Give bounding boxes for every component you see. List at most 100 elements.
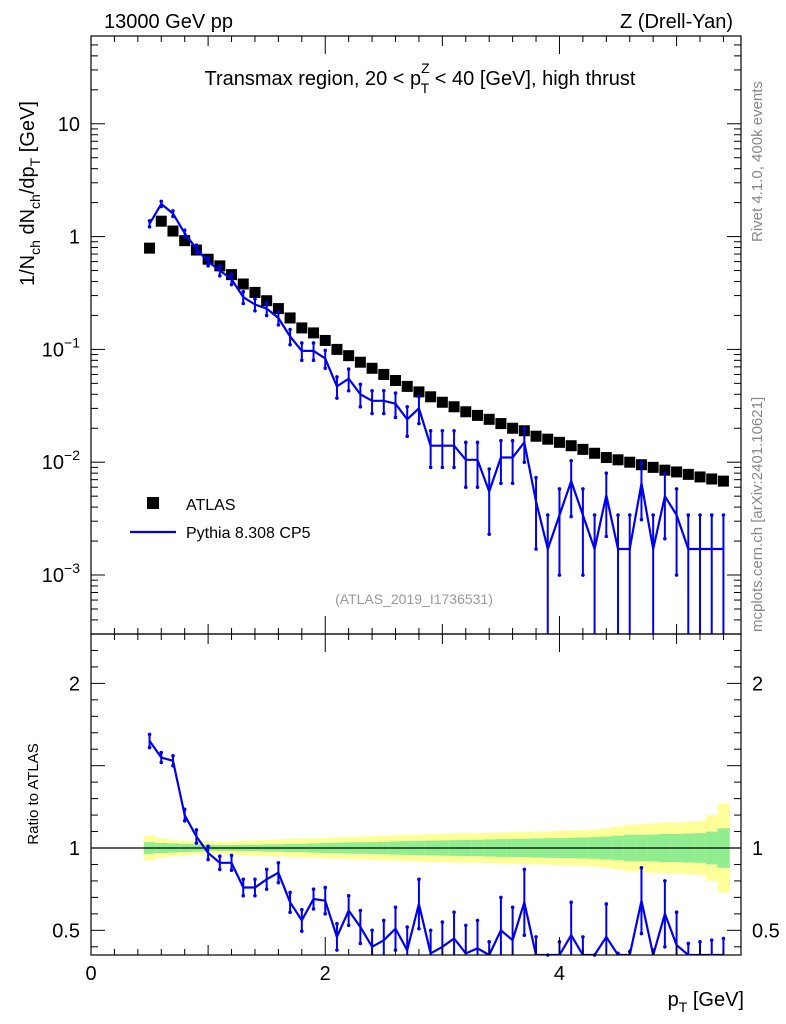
ratio-panel: 0.5 0.5 1 1 2 2 0 2 4 Ratio to ATLAS pT [GeV] xyxy=(25,633,780,1015)
legend-pythia-label: Pythia 8.308 CP5 xyxy=(186,525,311,542)
ratio-y-tick-label: 1 xyxy=(69,838,80,860)
pythia-errorbar-cap xyxy=(253,297,257,301)
atlas-point xyxy=(413,386,425,398)
y-axis-label: 1/Nch dNch/dpT [GeV] xyxy=(17,101,43,286)
pythia-errorbar-cap xyxy=(440,428,445,433)
pythia-errorbar-cap xyxy=(709,513,714,517)
pythia-errorbar-cap xyxy=(229,272,234,276)
pythia-errorbar-cap xyxy=(381,388,386,393)
pythia-errorbar-cap xyxy=(510,438,515,443)
ratio-errorbar-cap xyxy=(218,867,222,872)
pythia-errorbar-cap xyxy=(147,219,152,223)
atlas-point xyxy=(565,440,577,452)
ratio-errorbar-cap xyxy=(206,844,210,849)
ratio-frame xyxy=(90,633,742,956)
pythia-errorbar-cap xyxy=(581,487,585,491)
atlas-point xyxy=(495,418,507,430)
pythia-errorbar-cap xyxy=(417,421,421,426)
pythia-errorbar-cap xyxy=(639,460,644,465)
atlas-point xyxy=(401,380,413,392)
ratio-errorbar-cap xyxy=(264,867,269,872)
ratio-errorbar-cap xyxy=(276,861,281,865)
pythia-errorbar-cap xyxy=(592,513,597,517)
ratio-errorbar-cap xyxy=(604,902,609,906)
ratio-errorbar-cap xyxy=(335,948,339,952)
ratio-errorbar-cap xyxy=(253,893,257,898)
pythia-errorbar-cap xyxy=(206,264,210,268)
energy-label: 13000 GeV pp xyxy=(104,11,233,33)
y-tick-base: 10 xyxy=(42,565,64,587)
ratio-errorbar-cap xyxy=(639,865,644,870)
process-label: Z (Drell-Yan) xyxy=(620,11,733,33)
ratio-errorbar-cap xyxy=(463,923,468,928)
ylabel-c-sub: T xyxy=(27,157,43,166)
pythia-errorbar-cap xyxy=(346,367,351,371)
ratio-errorbar-cap xyxy=(300,929,304,933)
ratio-errorbar-cap xyxy=(311,907,316,911)
pythia-errorbar-cap xyxy=(452,428,456,433)
pythia-errorbar-cap xyxy=(323,348,328,353)
ratio-errorbar-cap xyxy=(346,923,351,928)
atlas-point xyxy=(530,430,542,442)
pythia-errorbar-cap xyxy=(651,513,655,517)
pythia-errorbar-cap xyxy=(499,481,503,486)
pythia-errorbar-cap xyxy=(569,514,573,519)
ratio-errorbar-cap xyxy=(171,763,175,768)
pythia-errorbar-cap xyxy=(428,465,433,470)
pythia-errorbar-cap xyxy=(182,234,187,239)
xlabel-main: p xyxy=(668,989,679,1011)
main-frame xyxy=(90,35,742,635)
ratio-series xyxy=(147,732,726,957)
pythia-errorbar-cap xyxy=(229,282,234,287)
atlas-point xyxy=(144,242,156,254)
pythia-errorbar-cap xyxy=(534,475,538,480)
atlas-point xyxy=(483,413,495,425)
pythia-errorbar-cap xyxy=(405,404,410,409)
chart-title: Transmax region, 20 < pZ T < 40 [GeV], hi… xyxy=(205,60,636,96)
analysis-annotation: (ATLAS_2019_I1736531) xyxy=(335,591,493,607)
pythia-errorbar-cap xyxy=(300,341,304,345)
y-tick-base: 10 xyxy=(42,339,64,361)
ratio-errorbar-cap xyxy=(147,732,152,737)
ratio-errorbar-cap xyxy=(206,857,210,862)
pythia-errorbar-cap xyxy=(159,204,164,209)
y-tick-base: 1 xyxy=(69,227,80,249)
pythia-errorbar-cap xyxy=(428,428,433,433)
pythia-errorbar-cap xyxy=(159,199,164,204)
pythia-errorbar-cap xyxy=(276,323,281,327)
ratio-errorbar-cap xyxy=(288,910,292,914)
pythia-errorbar-cap xyxy=(147,225,152,229)
atlas-point xyxy=(378,368,390,380)
ratio-line xyxy=(148,740,724,955)
ratio-errorbar-cap xyxy=(218,854,222,859)
ratio-ticks xyxy=(90,633,741,955)
atlas-point xyxy=(272,303,284,315)
x-tick-label: 0 xyxy=(85,963,96,985)
ratio-errorbar-cap xyxy=(499,895,503,900)
pythia-errorbar-cap xyxy=(206,255,210,260)
pythia-errorbar-cap xyxy=(241,301,246,306)
ratio-errorbar-cap xyxy=(616,951,620,956)
ratio-y-label: Ratio to ATLAS xyxy=(25,743,42,844)
ratio-errorbar-cap xyxy=(569,900,573,905)
pythia-errorbar-cap xyxy=(674,573,679,577)
ratio-errorbar-cap xyxy=(276,880,281,885)
pythia-errorbar-cap xyxy=(300,358,304,363)
ratio-y-tick-label: 0.5 xyxy=(52,920,80,942)
ylabel-b-sub: ch xyxy=(27,194,43,209)
ratio-errorbar-cap xyxy=(229,853,234,858)
ratio-errorbar-cap xyxy=(358,908,363,913)
pythia-errorbar-cap xyxy=(393,391,398,395)
pythia-errorbar-cap xyxy=(405,434,410,439)
atlas-point xyxy=(237,278,249,290)
y-tick-label: 10−1 xyxy=(42,334,80,361)
ratio-errorbar-cap xyxy=(663,944,667,949)
y-tick-label: 10−2 xyxy=(42,447,80,474)
ratio-errorbar-cap xyxy=(721,936,726,941)
ratio-y-tick-label-right: 0.5 xyxy=(752,920,780,942)
title-prefix: Transmax region, 20 < p xyxy=(205,68,422,90)
pythia-errorbar-cap xyxy=(569,458,573,463)
pythia-errorbar-cap xyxy=(440,465,445,470)
pythia-errorbar-cap xyxy=(241,289,246,294)
ratio-errorbar-cap xyxy=(405,925,410,929)
